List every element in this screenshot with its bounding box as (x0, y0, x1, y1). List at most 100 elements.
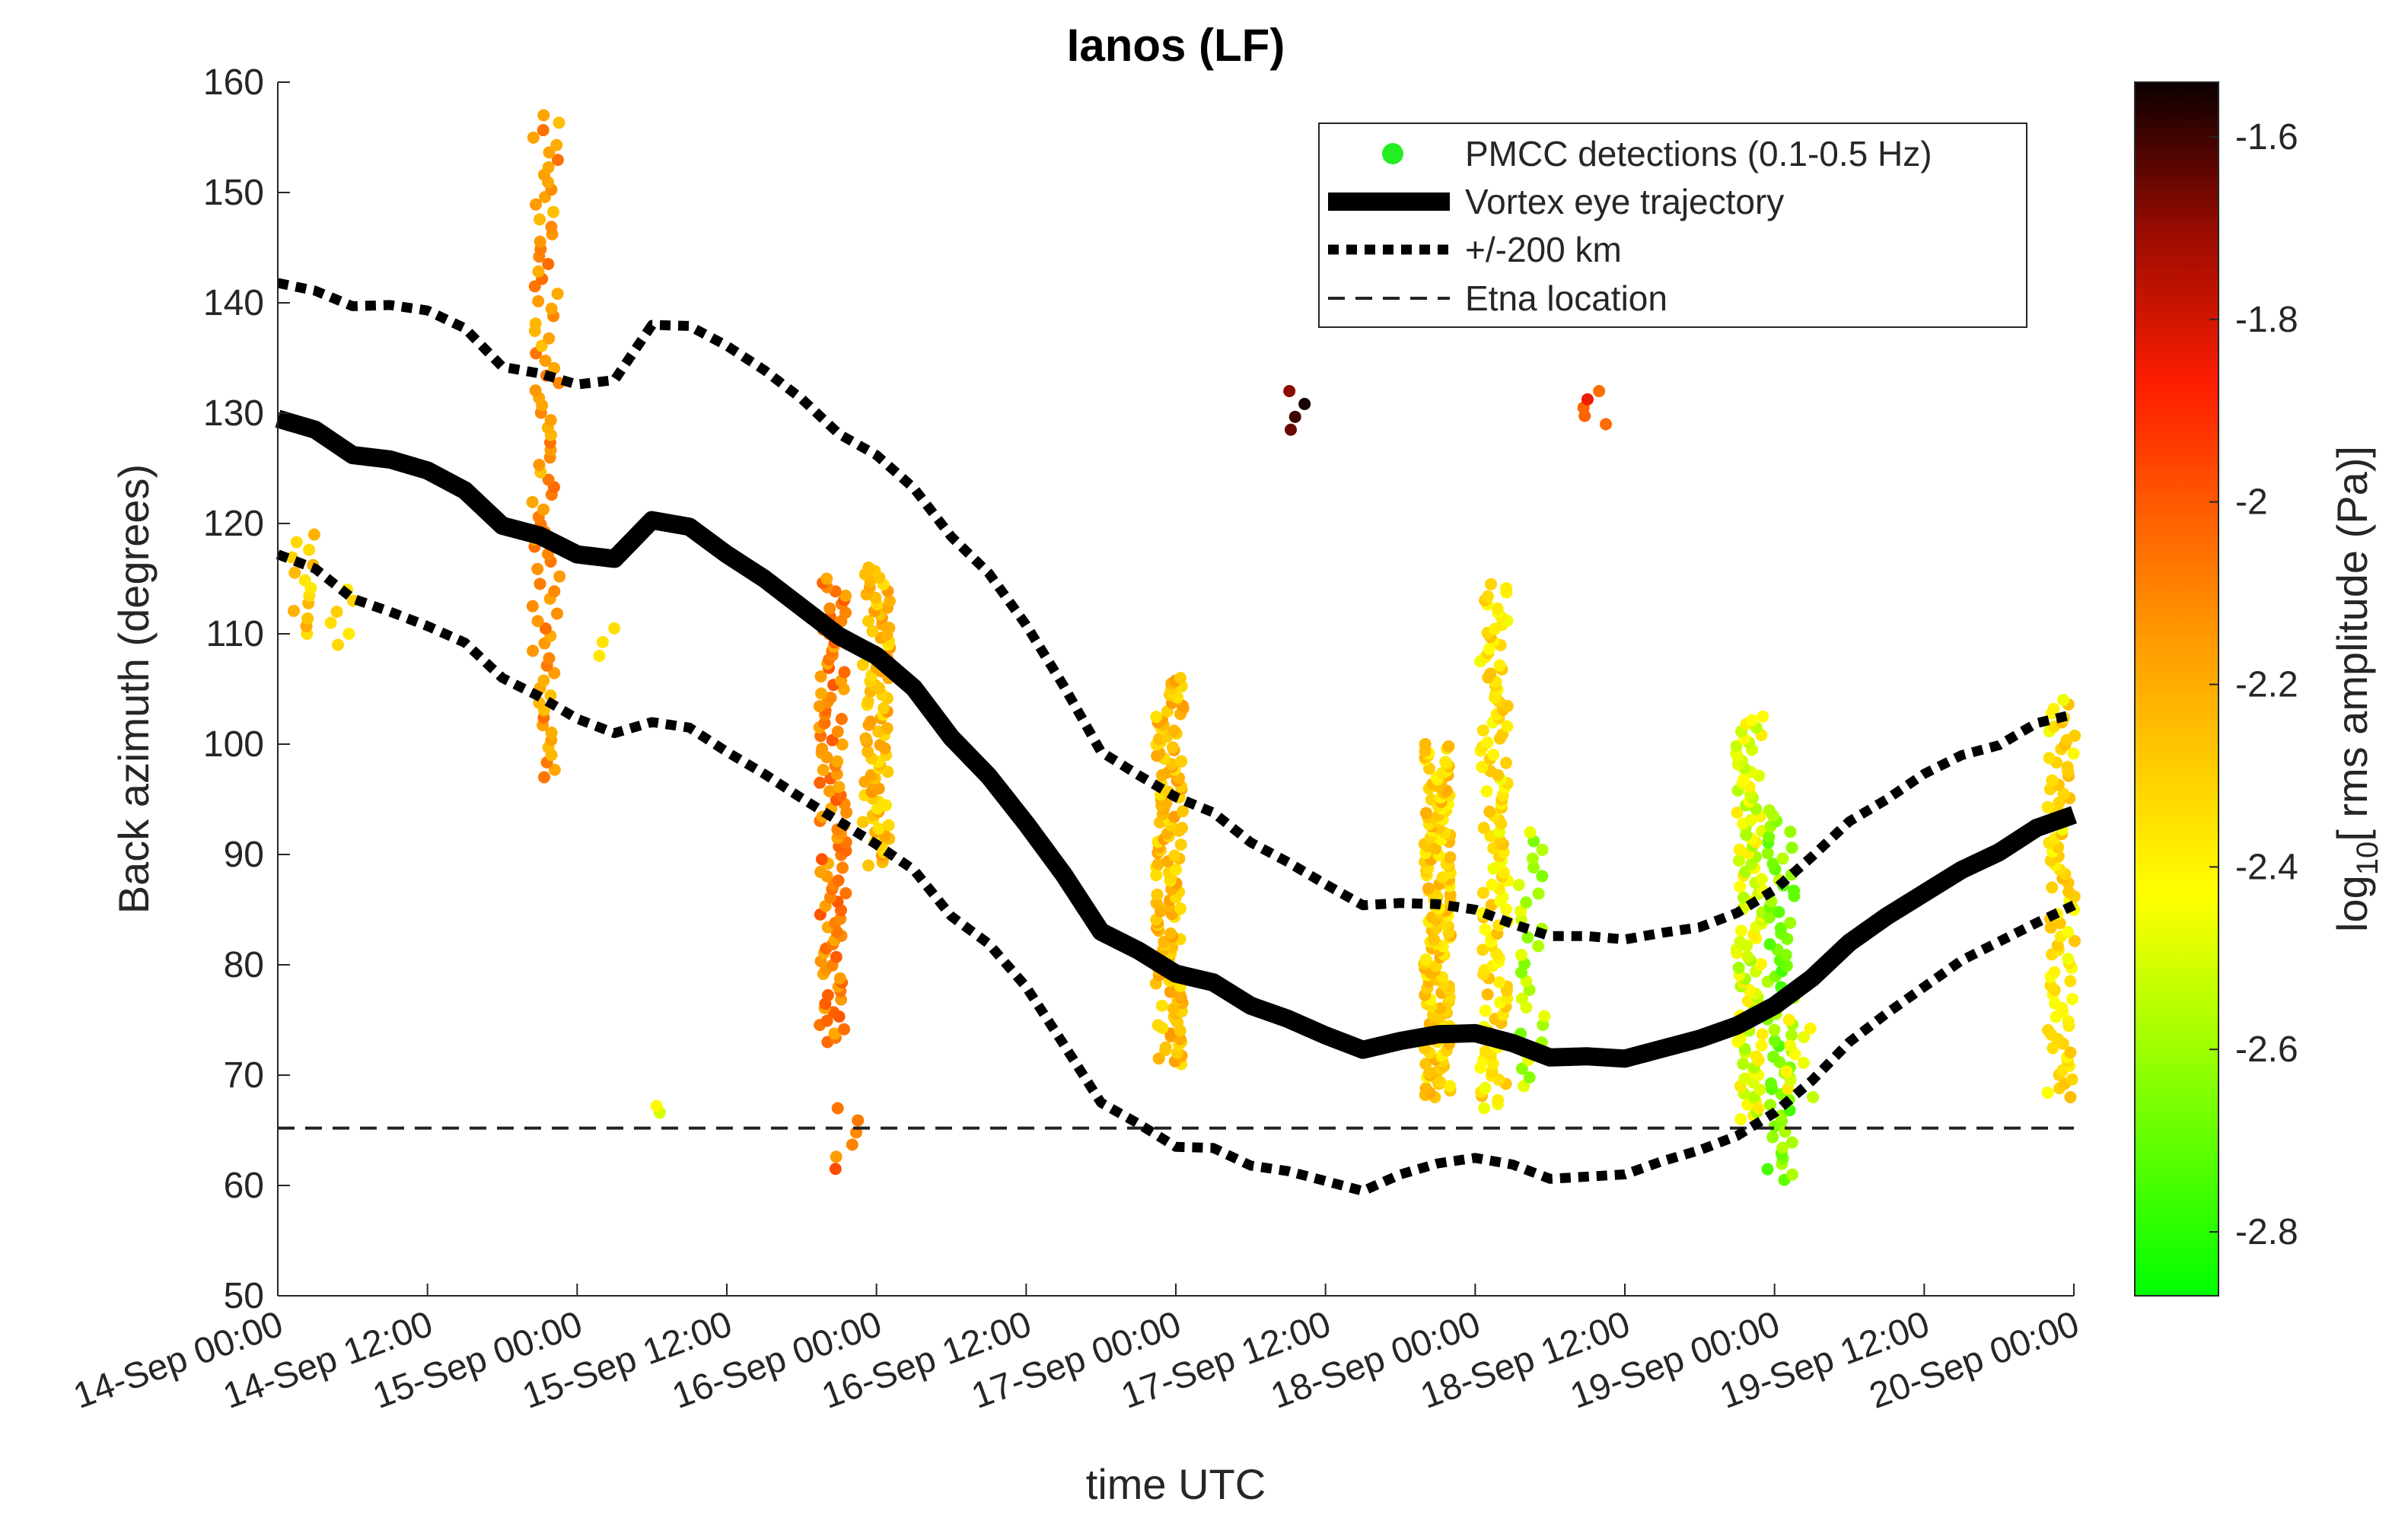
pmcc-detection-point (1750, 1050, 1763, 1063)
pmcc-detection-point (830, 1150, 842, 1163)
pmcc-detection-point (1151, 888, 1164, 901)
pmcc-detection-point (1480, 785, 1493, 798)
pmcc-detection-point (1419, 953, 1432, 966)
pmcc-detection-point (1484, 578, 1497, 590)
pmcc-detection-point (534, 578, 546, 590)
upper-200km-line (276, 278, 2075, 945)
pmcc-detection-point (1283, 385, 1296, 397)
legend-entry-label: +/-200 km (1465, 230, 1622, 269)
pmcc-detection-point (1593, 385, 1606, 397)
pmcc-detection-point (859, 732, 872, 745)
pmcc-detection-point (2057, 788, 2070, 800)
pmcc-detection-point (1764, 1077, 1777, 1090)
pmcc-detection-point (1486, 878, 1499, 891)
pmcc-detection-point (548, 585, 561, 598)
y-tick-label: 90 (224, 835, 264, 875)
pmcc-detection-point (553, 570, 566, 583)
pmcc-detection-point (1746, 714, 1759, 727)
pmcc-detection-point (288, 566, 301, 579)
pmcc-detection-point (829, 1163, 842, 1176)
pmcc-detection-point (1733, 843, 1746, 856)
pmcc-detection-point (1532, 887, 1545, 900)
pmcc-detection-point (823, 602, 836, 615)
pmcc-detection-point (2066, 992, 2079, 1005)
pmcc-detection-point (833, 781, 846, 794)
y-tick-label: 70 (224, 1055, 264, 1096)
colorbar-label: log10[ rms amplitude (Pa)] (2328, 446, 2384, 932)
pmcc-detection-point (303, 543, 316, 556)
pmcc-detection-point (543, 146, 556, 159)
pmcc-detection-point (1422, 882, 1435, 895)
pmcc-detection-point (1734, 935, 1747, 948)
pmcc-detection-point (537, 124, 549, 137)
pmcc-detection-point (1734, 924, 1747, 937)
pmcc-detection-point (1785, 842, 1798, 854)
pmcc-detection-point (1478, 1102, 1491, 1115)
pmcc-detection-point (1285, 423, 1298, 436)
pmcc-detection-point (2062, 925, 2075, 938)
pmcc-detection-point (1515, 1062, 1528, 1075)
pmcc-detection-point (865, 768, 878, 781)
pmcc-detection-point (1476, 761, 1489, 774)
pmcc-detection-point (1298, 397, 1311, 410)
pmcc-detection-point (824, 691, 837, 704)
pmcc-detection-point (1538, 1010, 1551, 1023)
pmcc-detection-point (548, 361, 561, 374)
pmcc-detection-point (1521, 931, 1534, 943)
pmcc-detection-point (878, 702, 890, 714)
colorbar-tick-label: -2.2 (2235, 665, 2298, 705)
pmcc-detection-point (1493, 975, 1506, 988)
pmcc-detection-point (1741, 950, 1754, 963)
pmcc-detection-point (2046, 1042, 2059, 1055)
pmcc-detection-point (1175, 755, 1188, 768)
pmcc-detection-point (1757, 710, 1769, 723)
pmcc-detection-point (1170, 863, 1183, 876)
pmcc-detection-point (1518, 1080, 1530, 1093)
pmcc-detection-point (553, 377, 565, 390)
pmcc-detection-point (1515, 905, 1527, 918)
pmcc-detection-point (835, 712, 848, 725)
pmcc-detection-point (1150, 711, 1163, 724)
pmcc-detection-point (2062, 1015, 2075, 1028)
pmcc-detection-point (332, 638, 345, 651)
pmcc-detection-point (1524, 826, 1537, 838)
pmcc-detection-point (2066, 1073, 2078, 1086)
pmcc-detection-point (1167, 724, 1180, 737)
pmcc-detection-point (1738, 773, 1750, 786)
pmcc-detection-point (2064, 1091, 2077, 1103)
pmcc-detection-point (815, 687, 828, 700)
pmcc-detection-point (1164, 927, 1177, 940)
pmcc-detection-point (2046, 881, 2059, 894)
pmcc-detection-point (831, 1102, 844, 1115)
pmcc-detection-point (1159, 1041, 1172, 1054)
pmcc-detection-point (1523, 1071, 1536, 1083)
pmcc-detection-point (596, 635, 609, 648)
colorbar: -1.6 -1.8 -2 -2.2 -2.4 -2.6 -2.8 log10[ rms amp… (2134, 81, 2384, 1297)
pmcc-detection-point (608, 622, 621, 635)
pmcc-detection-point (838, 1023, 851, 1036)
pmcc-detection-point (526, 600, 539, 613)
colorbar-gradient (2134, 81, 2219, 1297)
pmcc-detection-point (2057, 694, 2070, 706)
pmcc-detection-point (545, 726, 558, 739)
pmcc-detection-point (1166, 741, 1179, 754)
pmcc-detection-point (527, 644, 540, 657)
pmcc-detection-point (1434, 1002, 1447, 1015)
pmcc-detection-point (830, 950, 842, 963)
y-tick-label: 50 (224, 1276, 264, 1316)
pmcc-detection-point (2064, 975, 2077, 988)
pmcc-detection-point (1151, 1019, 1164, 1032)
pmcc-detection-point (1732, 961, 1745, 974)
pmcc-detection-point (2043, 752, 2056, 765)
pmcc-detection-point (862, 859, 875, 872)
pmcc-detection-point (1501, 720, 1514, 733)
pmcc-detection-point (1477, 822, 1490, 835)
pmcc-detection-point (852, 1114, 865, 1127)
pmcc-detection-point (1763, 911, 1776, 924)
pmcc-detection-point (550, 138, 563, 151)
pmcc-detection-point (1763, 804, 1776, 816)
pmcc-detection-point (1804, 1022, 1817, 1035)
pmcc-detection-point (1425, 793, 1438, 806)
pmcc-detection-point (814, 866, 827, 879)
pmcc-detection-point (862, 695, 874, 708)
